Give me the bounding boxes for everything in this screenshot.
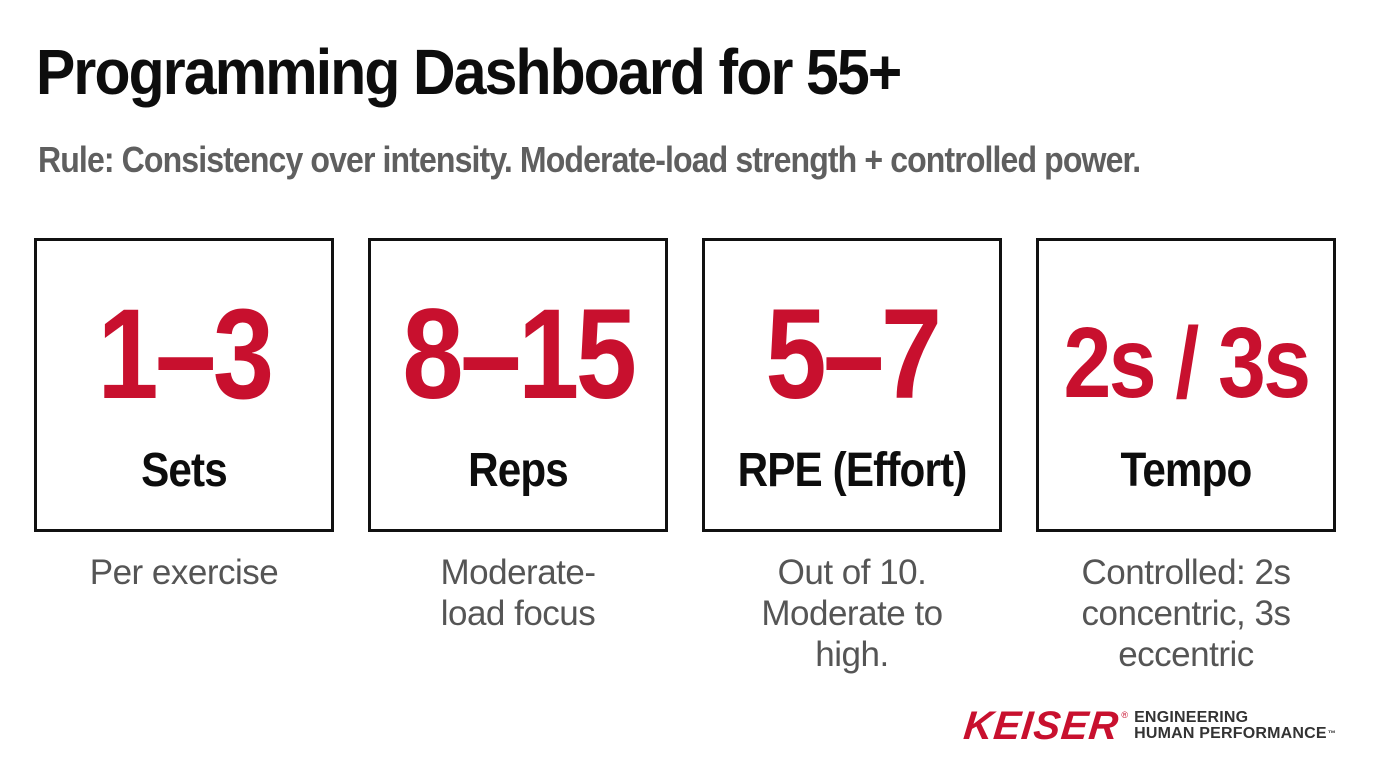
registered-mark: ® — [1121, 710, 1129, 720]
page-subtitle: Rule: Consistency over intensity. Modera… — [38, 139, 1141, 180]
brand-tagline-line1: ENGINEERING — [1134, 709, 1249, 726]
card-tempo-description: Controlled: 2s concentric, 3s eccentric — [1081, 553, 1291, 674]
card-rpe: 5–7 RPE (Effort) — [702, 238, 1002, 532]
card-reps-label: Reps — [468, 444, 569, 497]
card-reps-value: 8–15 — [402, 283, 637, 426]
brand-logo: KEISER ® ENGINEERING HUMAN PERFORMANCE™ — [962, 704, 1336, 748]
card-rpe-value: 5–7 — [765, 283, 942, 426]
card-tempo-value: 2s / 3s — [1063, 307, 1312, 419]
card-reps-description: Moderate-load focus — [440, 553, 596, 633]
card-rpe-description: Out of 10. Moderate to high. — [761, 553, 943, 674]
card-sets-value: 1–3 — [97, 283, 274, 426]
card-tempo-label: Tempo — [1120, 444, 1253, 497]
brand-tagline-line2: HUMAN PERFORMANCE — [1134, 725, 1327, 742]
card-rpe-label: RPE (Effort) — [737, 444, 968, 497]
trademark-mark: ™ — [1327, 729, 1336, 738]
page-title: Programming Dashboard for 55+ — [36, 36, 902, 108]
brand-wordmark: KEISER — [962, 704, 1122, 748]
brand-tagline-line2-wrap: HUMAN PERFORMANCE™ — [1134, 726, 1336, 742]
card-reps: 8–15 Reps — [368, 238, 668, 532]
card-tempo: 2s / 3s Tempo — [1036, 238, 1336, 532]
card-sets-label: Sets — [141, 444, 228, 497]
card-sets: 1–3 Sets — [34, 238, 334, 532]
card-sets-description: Per exercise — [89, 553, 279, 592]
brand-tagline: ENGINEERING HUMAN PERFORMANCE™ — [1134, 710, 1336, 742]
